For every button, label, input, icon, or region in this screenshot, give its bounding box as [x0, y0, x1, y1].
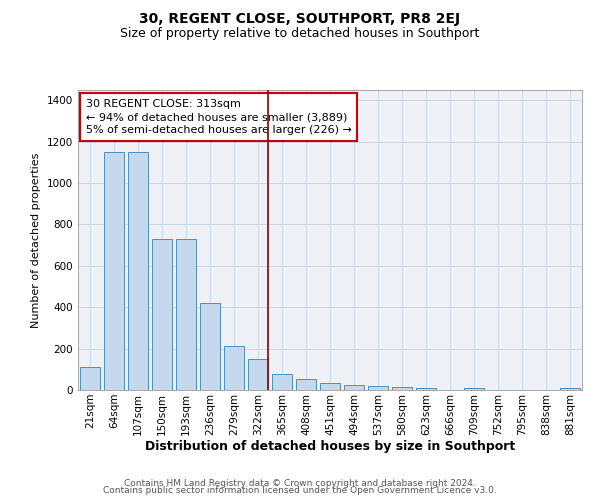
Text: Contains HM Land Registry data © Crown copyright and database right 2024.: Contains HM Land Registry data © Crown c…	[124, 478, 476, 488]
Bar	[368, 386, 388, 390]
Bar	[176, 239, 196, 390]
Text: 30 REGENT CLOSE: 313sqm
← 94% of detached houses are smaller (3,889)
5% of semi-: 30 REGENT CLOSE: 313sqm ← 94% of detache…	[86, 99, 352, 136]
Bar	[152, 239, 172, 390]
Bar	[272, 374, 292, 390]
Bar	[344, 385, 364, 390]
Bar	[320, 383, 340, 390]
Bar	[104, 152, 124, 390]
Bar	[296, 378, 316, 390]
Bar	[128, 152, 148, 390]
Bar	[200, 303, 220, 390]
Text: Size of property relative to detached houses in Southport: Size of property relative to detached ho…	[121, 28, 479, 40]
X-axis label: Distribution of detached houses by size in Southport: Distribution of detached houses by size …	[145, 440, 515, 454]
Y-axis label: Number of detached properties: Number of detached properties	[31, 152, 41, 328]
Bar	[560, 388, 580, 390]
Bar	[464, 388, 484, 390]
Text: 30, REGENT CLOSE, SOUTHPORT, PR8 2EJ: 30, REGENT CLOSE, SOUTHPORT, PR8 2EJ	[139, 12, 461, 26]
Bar	[224, 346, 244, 390]
Bar	[80, 367, 100, 390]
Text: Contains public sector information licensed under the Open Government Licence v3: Contains public sector information licen…	[103, 486, 497, 495]
Bar	[392, 387, 412, 390]
Bar	[248, 359, 268, 390]
Bar	[416, 388, 436, 390]
